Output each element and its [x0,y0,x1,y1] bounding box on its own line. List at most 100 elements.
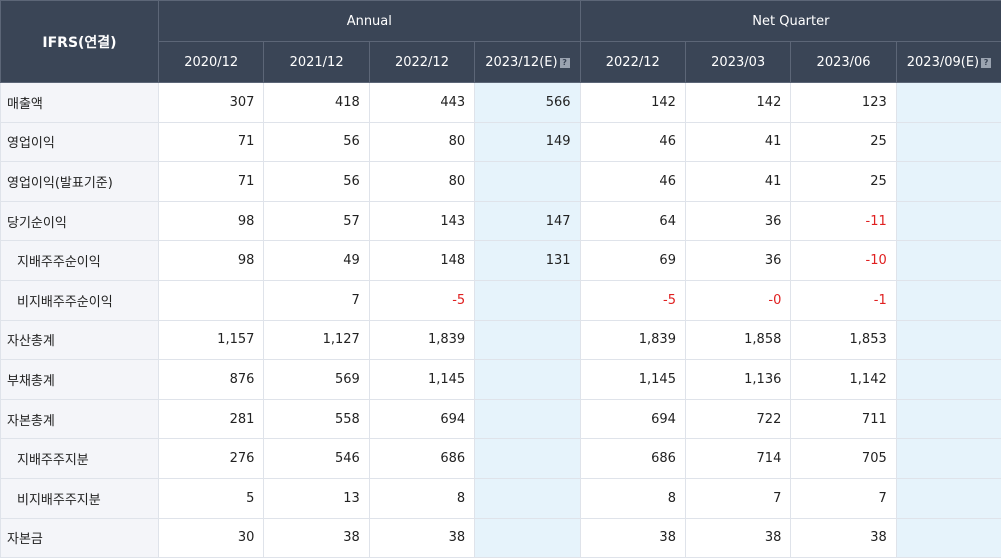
table-cell [896,518,1001,558]
table-cell [896,439,1001,479]
table-cell [896,162,1001,202]
row-label: 영업이익(발표기준) [1,162,159,202]
table-cell: 38 [580,518,685,558]
annual-header: Annual [159,1,581,42]
table-cell: 71 [159,162,264,202]
table-cell: 25 [791,122,896,162]
row-label: 당기순이익 [1,201,159,241]
table-cell: 722 [685,399,790,439]
table-cell [475,162,580,202]
row-label: 영업이익 [1,122,159,162]
table-cell: 714 [685,439,790,479]
table-cell: 38 [369,518,474,558]
table-cell: 131 [475,241,580,281]
table-cell: 686 [369,439,474,479]
ifrs-header: IFRS(연결) [1,1,159,83]
table-cell: 705 [791,439,896,479]
table-cell: 38 [264,518,369,558]
table-cell [896,320,1001,360]
table-cell: 281 [159,399,264,439]
info-icon[interactable]: ? [981,58,991,68]
table-cell: 80 [369,162,474,202]
table-cell: 41 [685,122,790,162]
table-cell: 1,858 [685,320,790,360]
table-cell: 566 [475,83,580,123]
period-header: 2021/12 [264,42,369,83]
table-cell [896,280,1001,320]
table-cell: 46 [580,122,685,162]
table-cell: 123 [791,83,896,123]
table-cell: 64 [580,201,685,241]
period-header: 2023/09(E)? [896,42,1001,83]
table-cell: 569 [264,360,369,400]
table-cell [896,83,1001,123]
table-cell: 1,142 [791,360,896,400]
table-cell: 5 [159,478,264,518]
table-cell: 98 [159,241,264,281]
table-cell: 558 [264,399,369,439]
table-cell: 7 [791,478,896,518]
table-cell: 142 [685,83,790,123]
table-cell: -10 [791,241,896,281]
row-label: 자산총계 [1,320,159,360]
period-header: 2023/06 [791,42,896,83]
table-cell: 25 [791,162,896,202]
period-header: 2020/12 [159,42,264,83]
table-cell: 876 [159,360,264,400]
table-cell: 36 [685,201,790,241]
table-cell: 276 [159,439,264,479]
row-label: 부채총계 [1,360,159,400]
row-label: 자본총계 [1,399,159,439]
table-cell: 38 [685,518,790,558]
table-cell: 418 [264,83,369,123]
table-cell: 56 [264,162,369,202]
table-cell: -0 [685,280,790,320]
table-cell: 71 [159,122,264,162]
table-cell: 694 [369,399,474,439]
table-cell [475,518,580,558]
period-header: 2022/12 [580,42,685,83]
table-cell [896,478,1001,518]
table-cell: -11 [791,201,896,241]
info-icon[interactable]: ? [560,58,570,68]
table-cell: 7 [264,280,369,320]
table-cell: 36 [685,241,790,281]
table-cell: 98 [159,201,264,241]
row-label: 자본금 [1,518,159,558]
table-cell: 147 [475,201,580,241]
table-cell: 148 [369,241,474,281]
table-cell [475,439,580,479]
table-cell: 57 [264,201,369,241]
table-cell: 56 [264,122,369,162]
row-label: 매출액 [1,83,159,123]
table-cell: 38 [791,518,896,558]
table-cell: 711 [791,399,896,439]
table-cell: 142 [580,83,685,123]
table-cell: 69 [580,241,685,281]
table-cell: 1,853 [791,320,896,360]
table-cell [896,399,1001,439]
table-cell: 8 [580,478,685,518]
table-cell: 1,127 [264,320,369,360]
table-cell: 49 [264,241,369,281]
table-cell [896,360,1001,400]
table-cell: -1 [791,280,896,320]
table-cell: 80 [369,122,474,162]
table-cell [159,280,264,320]
table-cell: 1,839 [580,320,685,360]
table-cell [896,201,1001,241]
table-cell: 8 [369,478,474,518]
table-cell [475,280,580,320]
period-header: 2023/03 [685,42,790,83]
table-cell: -5 [369,280,474,320]
table-cell: 686 [580,439,685,479]
